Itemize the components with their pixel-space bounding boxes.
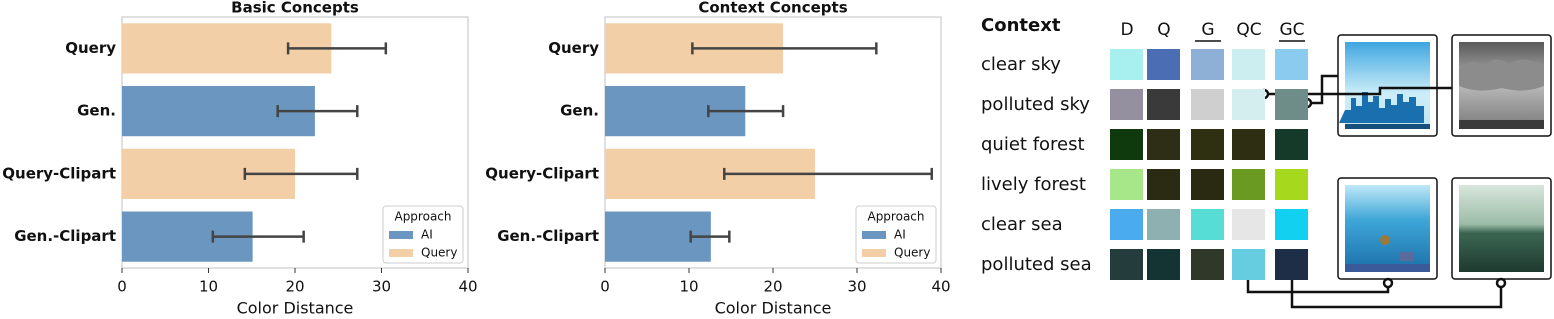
legend-swatch (862, 231, 886, 239)
color-swatch (1275, 169, 1308, 200)
legend-box (382, 205, 464, 264)
x-tick-label: 20 (285, 278, 304, 296)
legend-swatch (389, 231, 413, 239)
legend-swatch (862, 249, 886, 257)
color-swatch (1232, 49, 1265, 80)
x-tick-label: 0 (600, 278, 610, 296)
color-swatch (1147, 89, 1180, 120)
legend-label: AI (421, 228, 433, 242)
column-header: QC (1236, 20, 1261, 40)
color-swatch (1191, 169, 1224, 200)
chart-title: Context Concepts (698, 0, 847, 17)
color-swatch (1147, 169, 1180, 200)
y-tick-label: Gen.-Clipart (14, 227, 116, 245)
color-swatch (1191, 49, 1224, 80)
color-swatch (1191, 209, 1224, 240)
x-tick-label: 20 (763, 278, 782, 296)
color-swatch (1275, 89, 1308, 120)
color-swatch (1232, 249, 1265, 280)
color-swatch (1147, 209, 1180, 240)
row-label: clear sky (981, 54, 1061, 75)
chart-title: Basic Concepts (231, 0, 359, 17)
color-swatch (1232, 169, 1265, 200)
color-swatch (1191, 89, 1224, 120)
color-swatch (1275, 129, 1308, 160)
color-swatch (1110, 249, 1143, 280)
legend-swatch (389, 249, 413, 257)
column-header: Q (1157, 20, 1170, 40)
column-header: GC (1279, 20, 1304, 40)
legend-label: AI (894, 228, 906, 242)
x-tick-label: 10 (199, 278, 218, 296)
row-label: lively forest (981, 174, 1086, 195)
column-header: D (1120, 20, 1133, 40)
row-label: clear sea (981, 214, 1063, 235)
color-swatch (1110, 169, 1143, 200)
x-tick-label: 40 (458, 278, 477, 296)
legend-label: Query (894, 246, 930, 260)
x-tick-label: 30 (372, 278, 391, 296)
x-axis-label: Color Distance (715, 299, 832, 318)
x-tick-label: 10 (679, 278, 698, 296)
legend-box (855, 205, 937, 264)
color-swatch (1191, 129, 1224, 160)
table-title: Context (981, 15, 1061, 36)
y-tick-label: Gen. (560, 102, 599, 120)
color-swatch (1147, 249, 1180, 280)
color-swatch (1275, 49, 1308, 80)
color-swatch (1110, 49, 1143, 80)
row-label: quiet forest (981, 134, 1085, 155)
row-label: polluted sky (981, 94, 1090, 115)
color-swatch (1110, 209, 1143, 240)
x-axis-label: Color Distance (237, 299, 354, 318)
legend-title: Approach (867, 210, 924, 224)
color-swatch (1147, 129, 1180, 160)
color-swatch (1147, 49, 1180, 80)
color-swatch (1110, 89, 1143, 120)
y-tick-label: Gen. (77, 102, 116, 120)
color-swatch (1275, 209, 1308, 240)
legend-label: Query (421, 246, 457, 260)
example-images (1337, 34, 1552, 280)
color-swatch (1232, 209, 1265, 240)
column-header: G (1201, 20, 1214, 40)
y-tick-label: Query-Clipart (485, 164, 599, 182)
legend-title: Approach (394, 210, 451, 224)
y-tick-label: Gen.-Clipart (497, 227, 599, 245)
y-tick-label: Query (548, 39, 599, 57)
color-swatch (1275, 249, 1308, 280)
color-swatch (1110, 129, 1143, 160)
color-swatch (1191, 249, 1224, 280)
y-tick-label: Query (65, 39, 116, 57)
y-tick-label: Query-Clipart (2, 164, 116, 182)
x-tick-label: 40 (931, 278, 950, 296)
color-swatch (1232, 89, 1265, 120)
x-tick-label: 30 (847, 278, 866, 296)
x-tick-label: 0 (117, 278, 127, 296)
row-label: polluted sea (981, 254, 1092, 275)
color-swatch (1232, 129, 1265, 160)
